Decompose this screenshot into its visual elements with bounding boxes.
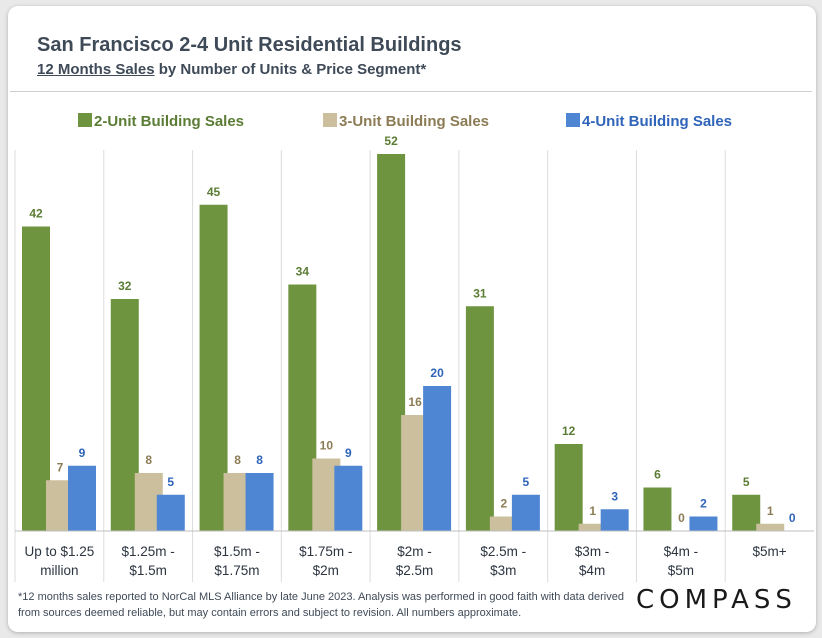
chart-subtitle: 12 Months Sales by Number of Units & Pri… (37, 61, 426, 78)
bar-value-label: 42 (29, 207, 43, 221)
x-tick-label: $1.75m - (299, 544, 352, 559)
bar-value-label: 52 (384, 134, 398, 148)
x-tick-label: $5m+ (753, 544, 787, 559)
bar-two_unit (554, 444, 583, 531)
compass-logo: COMPASS (636, 585, 797, 615)
bar-two_unit (732, 494, 761, 531)
legend-swatch-two_unit (78, 113, 92, 127)
x-tick-label: $4m (579, 563, 605, 578)
bar-four_unit (423, 386, 452, 531)
bar-value-label: 2 (501, 497, 508, 511)
bar-two_unit (288, 284, 317, 531)
bar-value-label: 8 (145, 453, 152, 467)
bar-value-label: 1 (767, 504, 774, 518)
bar-value-label: 31 (473, 286, 487, 300)
bar-value-label: 16 (408, 395, 422, 409)
bar-four_unit (334, 465, 363, 531)
bar-value-label: 9 (345, 446, 352, 460)
bar-value-label: 12 (562, 424, 576, 438)
bar-four_unit (689, 516, 718, 531)
bar-value-label: 9 (79, 446, 86, 460)
x-tick-label: $4m - (664, 544, 699, 559)
subtitle-underlined: 12 Months Sales (37, 61, 155, 78)
x-tick-label: Up to $1.25 (24, 544, 94, 559)
bar-value-label: 8 (256, 453, 263, 467)
bar-two_unit (465, 306, 494, 531)
x-tick-label: $2.5m (396, 563, 434, 578)
bar-value-label: 5 (523, 475, 530, 489)
bar-two_unit (199, 204, 228, 531)
bar-value-label: 2 (700, 497, 707, 511)
bar-value-label: 10 (320, 439, 334, 453)
x-tick-label: $2m - (397, 544, 432, 559)
bar-value-label: 0 (678, 511, 685, 525)
bar-four_unit (245, 473, 274, 531)
legend-swatch-three_unit (323, 113, 337, 127)
bar-four_unit (156, 494, 185, 531)
bar-value-label: 0 (789, 511, 796, 525)
footnote: *12 months sales reported to NorCal MLS … (18, 591, 624, 619)
bar-two_unit (643, 487, 672, 531)
bar-three_unit (489, 516, 518, 531)
bar-two_unit (377, 154, 406, 531)
bar-four_unit (600, 509, 629, 531)
bar-two_unit (110, 299, 139, 531)
bar-value-label: 32 (118, 279, 132, 293)
legend-swatch-four_unit (566, 113, 580, 127)
bar-two_unit (22, 226, 50, 531)
bar-value-label: 45 (207, 185, 221, 199)
bar-value-label: 1 (589, 504, 596, 518)
bar-value-label: 20 (430, 366, 444, 380)
x-tick-label: million (40, 563, 78, 578)
bar-value-label: 34 (296, 265, 310, 279)
x-tick-label: $1.5m (129, 563, 167, 578)
bar-three_unit (756, 523, 785, 531)
legend-label-four_unit: 4-Unit Building Sales (582, 113, 732, 130)
x-tick-label: $1.75m (214, 563, 259, 578)
x-tick-label: $5m (668, 563, 694, 578)
bar-value-label: 6 (654, 468, 661, 482)
bar-value-label: 7 (57, 460, 64, 474)
bar-value-label: 3 (611, 489, 618, 503)
bar-value-label: 8 (234, 453, 241, 467)
x-tick-label: $2.5m - (480, 544, 526, 559)
bar-three_unit (578, 523, 607, 531)
chart-title: San Francisco 2-4 Unit Residential Build… (37, 34, 462, 56)
legend-label-three_unit: 3-Unit Building Sales (339, 113, 489, 130)
legend-label-two_unit: 2-Unit Building Sales (94, 113, 244, 130)
x-tick-label: $2m (313, 563, 339, 578)
bar-four_unit (511, 494, 540, 531)
x-tick-label: $1.5m - (214, 544, 260, 559)
bar-four_unit (68, 465, 96, 531)
x-tick-label: $1.25m - (122, 544, 175, 559)
bar-value-label: 5 (743, 475, 750, 489)
x-tick-label: $3m (490, 563, 516, 578)
bar-value-label: 5 (167, 475, 174, 489)
title-divider (10, 91, 812, 92)
subtitle-rest: by Number of Units & Price Segment* (154, 61, 427, 78)
x-tick-label: $3m - (575, 544, 610, 559)
